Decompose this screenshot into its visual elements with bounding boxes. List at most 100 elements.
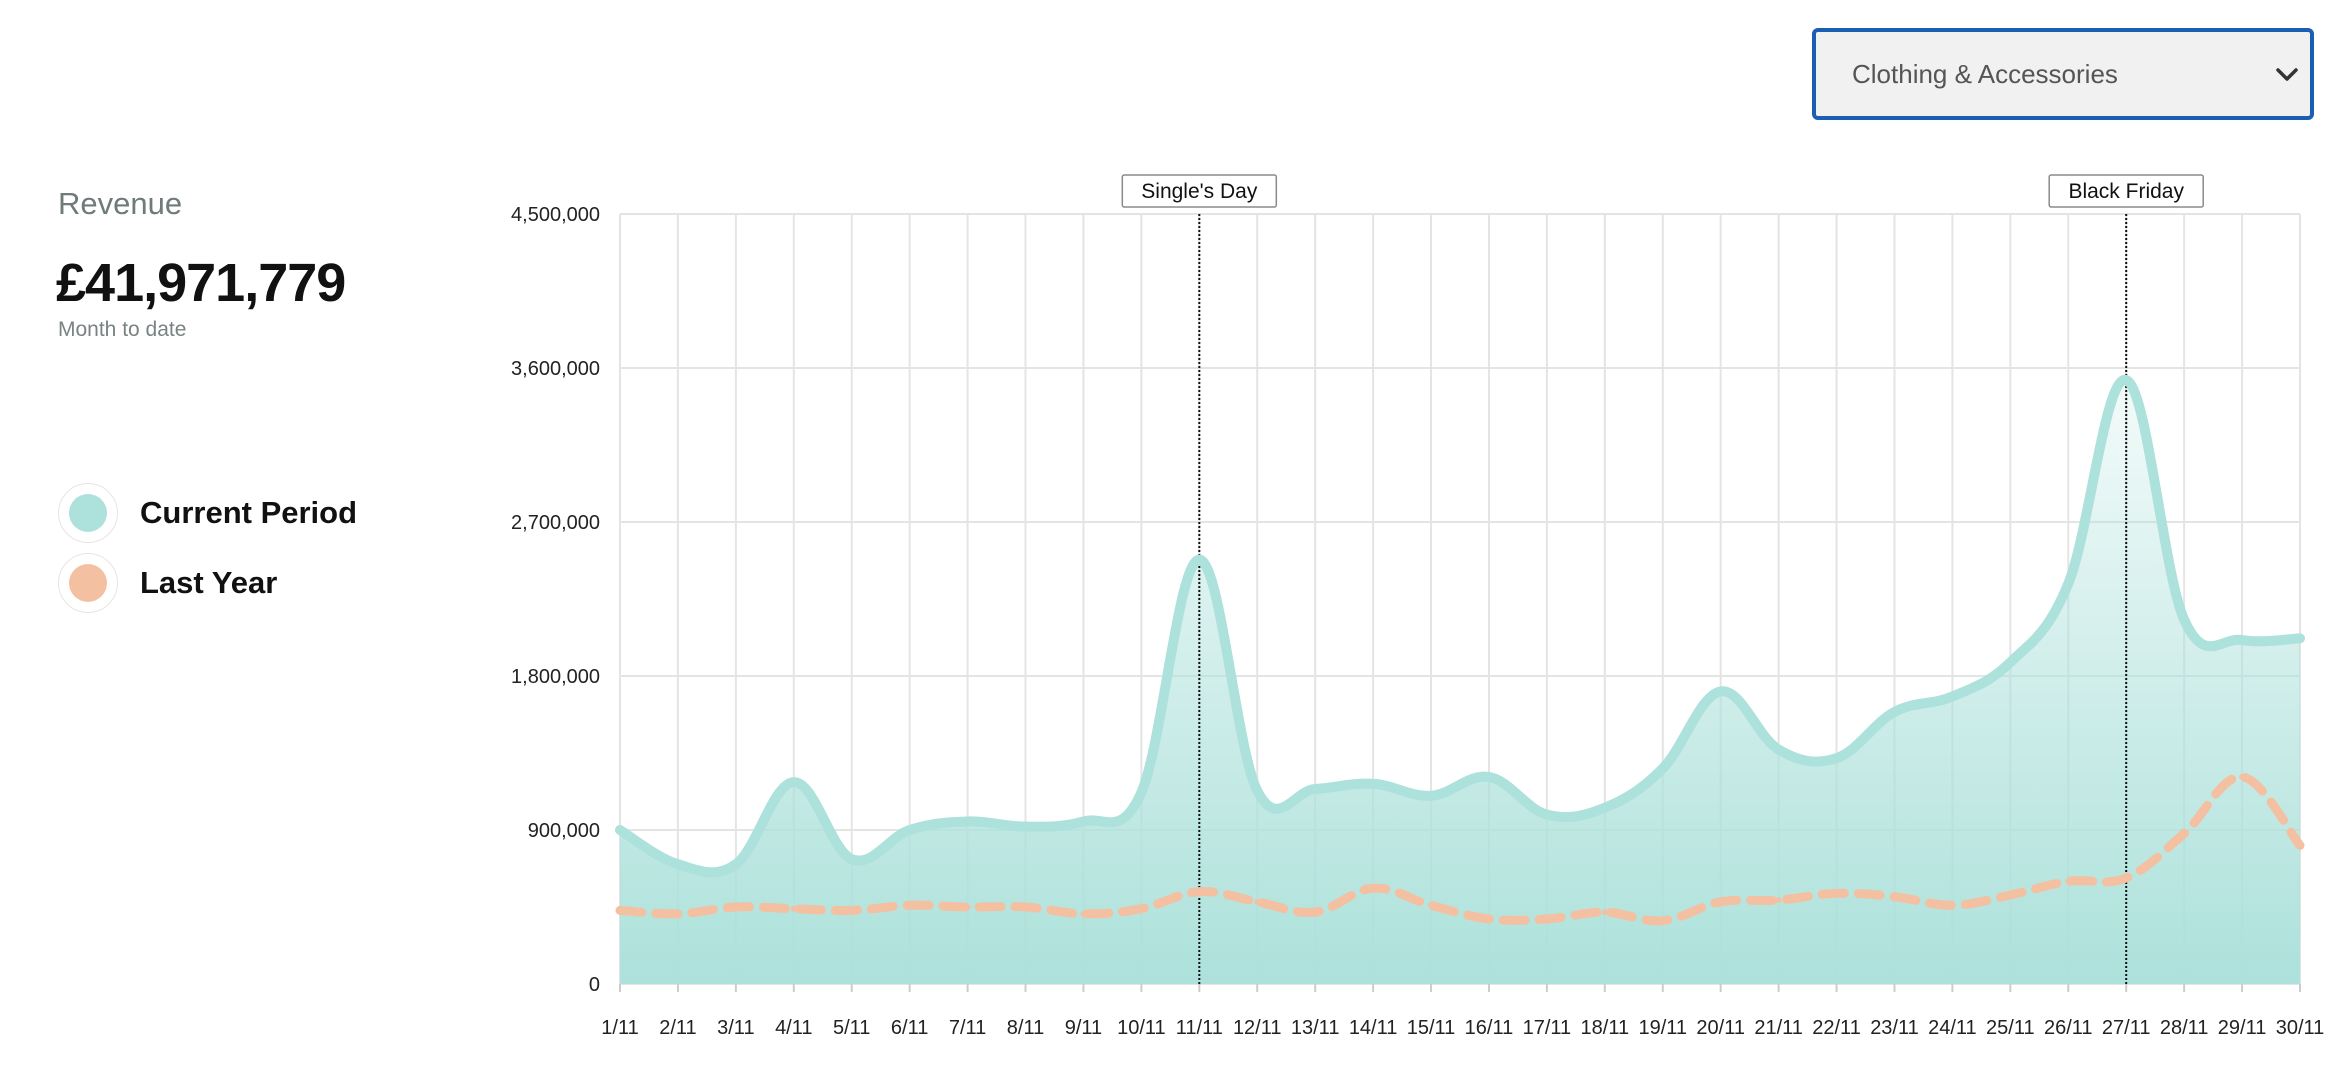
current-period-point (617, 827, 623, 833)
current-period-point (1254, 787, 1261, 794)
annotation-box (2048, 174, 2204, 208)
current-period-point (1717, 688, 1724, 695)
x-tick-label: 13/11 (1291, 1017, 1340, 1039)
annotation-label: Single's Day (1141, 180, 1258, 203)
last-year-point (2065, 878, 2072, 885)
current-period-point (1080, 818, 1087, 825)
last-year-point (906, 902, 913, 909)
x-tick-label: 5/11 (833, 1017, 870, 1039)
x-tick-label: 18/11 (1581, 1017, 1630, 1039)
last-year-dot-icon (69, 564, 107, 602)
current-period-point (790, 779, 797, 786)
x-tick-label: 17/11 (1523, 1017, 1572, 1039)
last-year-point (2297, 842, 2303, 849)
last-year-point (732, 904, 739, 910)
x-tick-label: 21/11 (1754, 1017, 1803, 1039)
y-tick-label: 2,700,000 (511, 512, 600, 534)
x-tick-label: 24/11 (1928, 1017, 1977, 1039)
current-period-point (1196, 556, 1203, 563)
revenue-label: Revenue (58, 186, 183, 221)
current-period-point (848, 856, 855, 863)
x-tick-label: 16/11 (1465, 1017, 1514, 1039)
current-period-point (2297, 635, 2303, 642)
last-year-point (1080, 910, 1087, 917)
current-period-point (2239, 637, 2246, 644)
legend-item-current-period[interactable]: Current Period (58, 483, 357, 543)
last-year-point (1254, 898, 1261, 905)
current-period-point (1833, 755, 1840, 762)
x-tick-label: 6/11 (891, 1017, 928, 1039)
last-year-point (964, 904, 971, 910)
last-year-point (2007, 892, 2014, 899)
legend-label: Current Period (140, 495, 358, 530)
x-tick-label: 8/11 (1007, 1017, 1044, 1039)
x-tick-label: 12/11 (1233, 1017, 1282, 1039)
last-year-point (1196, 888, 1203, 895)
chevron-down-icon (2276, 68, 2298, 81)
last-year-point (2239, 773, 2246, 780)
x-tick-label: 10/11 (1117, 1017, 1166, 1039)
last-year-point (1543, 915, 1550, 922)
current-period-point (2181, 616, 2188, 623)
category-select[interactable]: Clothing & Accessories (1812, 28, 2314, 120)
last-year-point (1370, 885, 1377, 892)
y-tick-label: 4,500,000 (511, 204, 600, 226)
last-year-point (1833, 890, 1840, 897)
x-tick-label: 26/11 (2044, 1017, 2093, 1039)
current-period-point (674, 861, 681, 868)
y-tick-label: 0 (589, 974, 600, 996)
last-year-point (674, 910, 681, 917)
last-year-point (790, 905, 797, 912)
x-tick-label: 30/11 (2276, 1017, 2325, 1039)
x-tick-label: 27/11 (2102, 1017, 2151, 1039)
current-period-point (1370, 780, 1377, 787)
x-tick-label: 11/11 (1176, 1017, 1223, 1039)
y-tick-label: 1,800,000 (511, 666, 600, 688)
last-year-point (1891, 893, 1898, 900)
category-select-value: Clothing & Accessories (1852, 58, 2118, 89)
last-year-point (1138, 905, 1145, 912)
x-tick-label: 29/11 (2218, 1017, 2267, 1039)
x-tick-label: 19/11 (1638, 1017, 1687, 1039)
annotation-label: Black Friday (2068, 180, 2184, 203)
current-period-point (1485, 773, 1492, 780)
x-tick-label: 15/11 (1407, 1017, 1456, 1039)
current-period-dot-icon (69, 494, 107, 532)
last-year-point (1949, 902, 1956, 909)
last-year-point (848, 907, 855, 914)
current-period-point (1312, 785, 1319, 792)
current-period-point (1022, 823, 1029, 830)
last-year-point (617, 907, 623, 914)
current-period-point (1138, 789, 1145, 796)
current-period-point (906, 827, 913, 833)
legend-swatch (58, 483, 118, 543)
current-period-point (2123, 376, 2130, 383)
current-period-area (620, 379, 2300, 984)
last-year-point (1312, 909, 1319, 916)
legend-label: Last Year (140, 565, 278, 600)
x-tick-label: 23/11 (1870, 1017, 1919, 1039)
x-tick-label: 9/11 (1065, 1017, 1102, 1039)
legend-item-last-year[interactable]: Last Year (58, 553, 277, 613)
current-period-point (2065, 580, 2072, 587)
current-period-point (1601, 804, 1608, 811)
last-year-point (2123, 874, 2130, 881)
revenue-period-label: Month to date (58, 318, 187, 341)
current-period-point (732, 861, 739, 868)
current-period-point (1949, 693, 1956, 700)
current-period-point (964, 818, 971, 825)
last-year-point (1428, 902, 1435, 909)
x-tick-label: 4/11 (775, 1017, 812, 1039)
last-year-point (1775, 897, 1782, 904)
last-year-point (1601, 909, 1608, 916)
current-period-point (2007, 659, 2014, 666)
current-period-point (1543, 811, 1550, 818)
current-period-point (1775, 746, 1782, 753)
x-tick-label: 20/11 (1696, 1017, 1745, 1039)
last-year-point (1717, 898, 1724, 905)
x-tick-label: 28/11 (2160, 1017, 2209, 1039)
revenue-value: £41,971,779 (56, 253, 346, 313)
last-year-point (1485, 915, 1492, 922)
x-tick-label: 3/11 (717, 1017, 754, 1039)
